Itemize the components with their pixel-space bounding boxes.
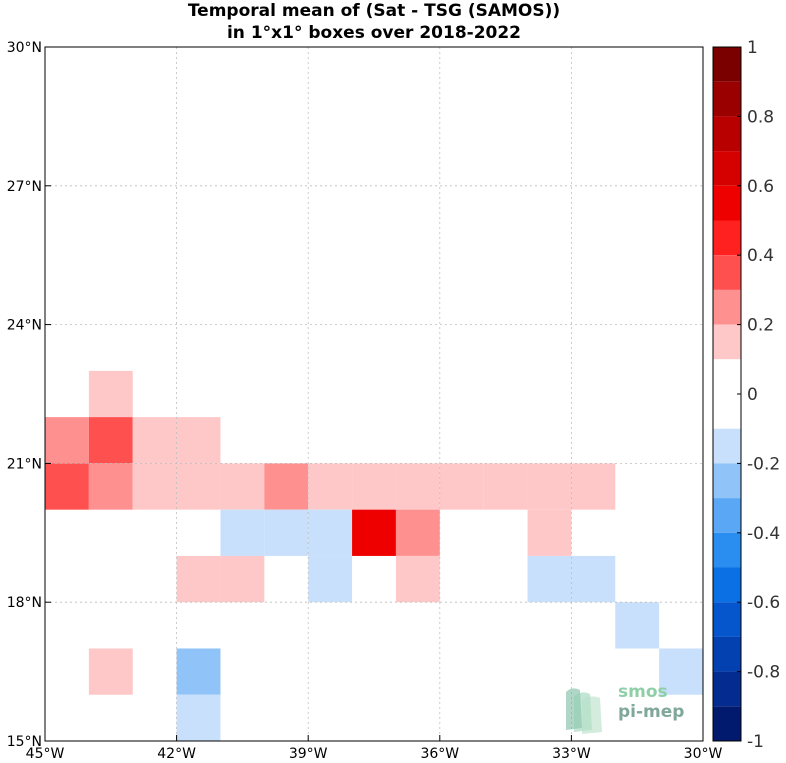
y-tick-label: 24°N [7, 318, 42, 334]
y-tick-label: 15°N [7, 734, 42, 750]
heatmap-cell [352, 463, 396, 510]
smos-pimep-logo [566, 688, 602, 734]
heatmap-cell [571, 463, 616, 510]
heatmap-cell [88, 417, 133, 464]
y-tick-label: 27°N [7, 179, 42, 195]
heatmap-cell [264, 463, 309, 510]
chart-title-line2: in 1°x1° boxes over 2018-2022 [226, 23, 522, 43]
heatmap-cell [352, 509, 396, 556]
x-tick-label: 45°W [26, 746, 65, 762]
heatmap-cell [220, 509, 265, 556]
y-tick-label: 21°N [7, 456, 42, 472]
heatmap-cells [45, 370, 703, 741]
x-axis-ticks: 45°W 42°W 39°W 36°W 33°W 30°W [26, 735, 723, 762]
heatmap-cell [395, 463, 440, 510]
logo-line1: smos [618, 682, 668, 702]
x-tick-label: 36°W [420, 746, 459, 762]
heatmap-cell [45, 417, 89, 464]
heatmap-cell [132, 463, 177, 510]
x-tick-label: 42°W [157, 746, 196, 762]
heatmap-cell [308, 463, 353, 510]
logo-line2: pi-mep [618, 702, 685, 722]
y-tick-label: 18°N [7, 595, 42, 611]
heatmap-cell [220, 463, 265, 510]
heatmap-cell [176, 555, 221, 603]
heatmap-cell [264, 509, 309, 556]
heatmap-cell [527, 463, 572, 510]
heatmap-cell [45, 463, 89, 510]
heatmap-cell [571, 555, 616, 603]
heatmap-cell [308, 555, 353, 603]
heatmap-cell [176, 648, 221, 695]
y-tick-label: 30°N [7, 40, 42, 56]
chart-title-line1: Temporal mean of (Sat - TSG (SAMOS)) [187, 1, 561, 21]
x-tick-label: 39°W [289, 746, 328, 762]
plot-frame [44, 46, 704, 742]
heatmap-cell [395, 555, 440, 603]
smos-pimep-logo-text: smos pi-mep [618, 682, 684, 722]
heatmap-cell [439, 463, 484, 510]
x-tick-label: 30°W [684, 746, 723, 762]
heatmap-cell [132, 417, 177, 464]
heatmap-cell [176, 417, 221, 464]
heatmap-cell [527, 555, 572, 603]
heatmap-cell [176, 463, 221, 510]
heatmap-cell [176, 694, 221, 741]
grid-lines [45, 47, 703, 741]
heatmap-cell [395, 509, 440, 556]
x-tick-label: 33°W [552, 746, 591, 762]
heatmap-cell [615, 602, 660, 649]
heatmap-cell [88, 370, 133, 418]
heatmap-cell [527, 509, 572, 556]
heatmap-cell [88, 648, 133, 695]
chart-title: Temporal mean of (Sat - TSG (SAMOS)) in … [45, 0, 703, 44]
heatmap-cell [88, 463, 133, 510]
heatmap-cell [483, 463, 528, 510]
heatmap-cell [308, 509, 353, 556]
heatmap-cell [659, 648, 703, 695]
heatmap-cell [220, 555, 265, 603]
y-axis-ticks: 15°N 18°N 21°N 24°N 27°N 30°N [7, 40, 51, 750]
